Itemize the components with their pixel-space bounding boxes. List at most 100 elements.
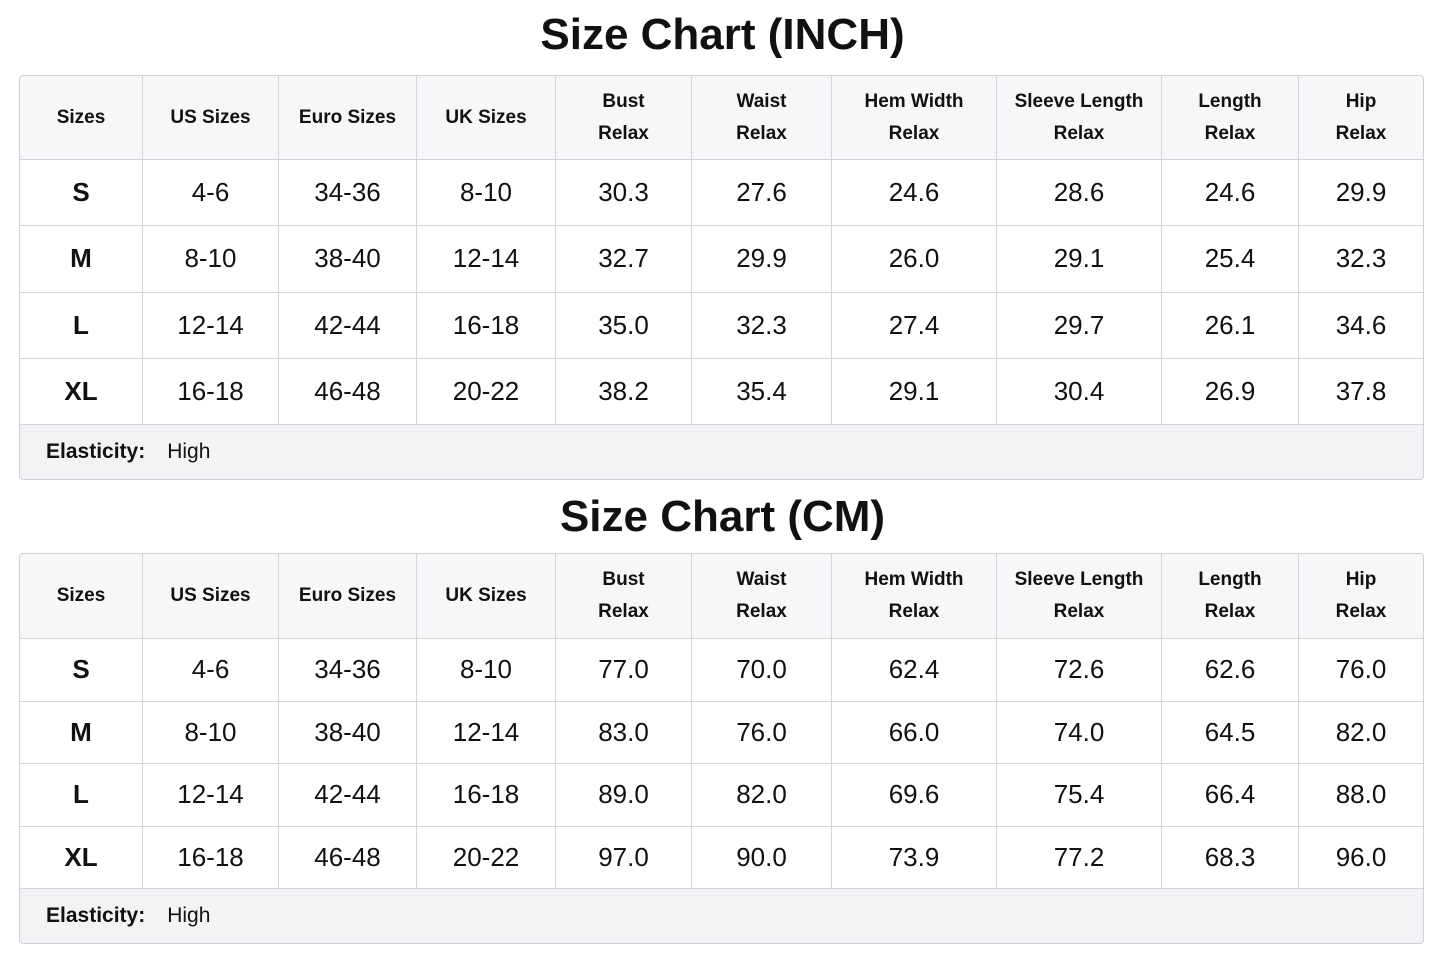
header-text: Length (1198, 90, 1262, 112)
cell: 66.0 (832, 701, 997, 763)
cell: 38.2 (556, 358, 692, 425)
header-text: US Sizes (170, 585, 251, 606)
cell: 82.0 (692, 764, 832, 826)
header-cell: Sleeve Length Relax (997, 76, 1162, 159)
header-text: Relax (888, 601, 940, 622)
elasticity-row: Elasticity: High (20, 889, 1423, 943)
cell: 20-22 (417, 358, 556, 425)
elasticity-value: High (167, 440, 211, 464)
data-row: L 12-14 42-44 16-18 89.0 82.0 69.6 75.4 66.4 88.0 (20, 764, 1423, 827)
header-text: Relax (888, 122, 940, 144)
cell: 26.9 (1162, 358, 1299, 425)
cell: 34-36 (279, 639, 417, 701)
cell: 38-40 (279, 701, 417, 763)
cell: 35.0 (556, 292, 692, 358)
header-text: Relax (736, 601, 787, 622)
header-cell: Euro Sizes (279, 554, 417, 638)
cell: 75.4 (997, 764, 1162, 826)
cell: 64.5 (1162, 701, 1299, 763)
cell: 20-22 (417, 826, 556, 888)
cell: 42-44 (279, 292, 417, 358)
cell: 37.8 (1335, 376, 1387, 407)
header-text: Hip (1345, 90, 1377, 112)
header-text: Hem Width (864, 569, 964, 590)
elasticity-label: Elasticity: (46, 904, 146, 927)
header-text: Sleeve Length (1014, 569, 1144, 590)
cell: L (20, 764, 143, 826)
header-cell: Length Relax (1162, 76, 1299, 159)
cell: 89.0 (556, 764, 692, 826)
header-text: Relax (598, 122, 649, 144)
cell: 27.4 (832, 292, 997, 358)
elasticity-row: Elasticity: High (20, 425, 1423, 480)
cell: 62.6 (1162, 639, 1299, 701)
header-text: Relax (1053, 601, 1105, 622)
cell: 24.6 (1162, 160, 1299, 226)
cell: 76.0 (1335, 654, 1387, 685)
elasticity-label: Elasticity: (46, 440, 146, 464)
cell: 29.9 (692, 226, 832, 292)
cell: 38-40 (279, 226, 417, 292)
cell: 32.7 (556, 226, 692, 292)
header-text: Bust (602, 90, 645, 112)
title: Size Chart (CM) (559, 492, 886, 541)
header-text: Euro Sizes (298, 106, 397, 128)
header-text: Relax (736, 122, 787, 144)
data-row: S 4-6 34-36 8-10 77.0 70.0 62.4 72.6 62.6 76.0 (20, 639, 1423, 702)
cell: 16-18 (143, 826, 279, 888)
header-cell: Sizes (20, 76, 143, 159)
header-cell: Euro Sizes (279, 76, 417, 159)
cell: 26.0 (832, 226, 997, 292)
header-cell: Bust Relax (556, 76, 692, 159)
header-cell: Length Relax (1162, 554, 1299, 638)
cell: M (20, 226, 143, 292)
cell: 32.3 (1335, 243, 1387, 274)
data-row: M 8-10 38-40 12-14 32.7 29.9 26.0 29.1 25.4 32.3 (20, 226, 1423, 293)
cell: 88.0 (1335, 779, 1387, 810)
cell: 96.0 (1335, 841, 1387, 872)
cell: 97.0 (556, 826, 692, 888)
header-text: Relax (1204, 601, 1256, 622)
header-text: Relax (1335, 601, 1387, 622)
cell: 29.1 (832, 358, 997, 425)
header-text: Waist (736, 569, 787, 590)
cell: 4-6 (143, 639, 279, 701)
cell: 72.6 (997, 639, 1162, 701)
cell: 8-10 (143, 701, 279, 763)
cell: 12-14 (417, 701, 556, 763)
cell: 12-14 (143, 764, 279, 826)
cell: 73.9 (832, 826, 997, 888)
cell: 29.9 (1335, 177, 1387, 208)
cell: 24.6 (832, 160, 997, 226)
cell: 46-48 (279, 826, 417, 888)
cell: 32.3 (692, 292, 832, 358)
header-text: Length (1198, 569, 1262, 590)
cell: 30.4 (997, 358, 1162, 425)
header-text: Relax (1053, 122, 1105, 144)
size-table: Sizes US Sizes Euro Sizes UK Sizes Bust Relax… (19, 553, 1424, 944)
header-cell: US Sizes (143, 76, 279, 159)
title: Size Chart (INCH) (540, 10, 905, 59)
header-cell: UK Sizes (417, 76, 556, 159)
header-text: Sleeve Length (1014, 90, 1144, 112)
header-text: US Sizes (170, 106, 251, 128)
cell: 8-10 (143, 226, 279, 292)
cell: 83.0 (556, 701, 692, 763)
cell: 30.3 (556, 160, 692, 226)
cell: 4-6 (143, 160, 279, 226)
data-row: S 4-6 34-36 8-10 30.3 27.6 24.6 28.6 24.6 29.9 (20, 160, 1423, 227)
header-text: Relax (598, 601, 649, 622)
cell: 16-18 (417, 292, 556, 358)
cell: 12-14 (417, 226, 556, 292)
cell: 42-44 (279, 764, 417, 826)
cell: 46-48 (279, 358, 417, 425)
cell: 90.0 (692, 826, 832, 888)
size-table: Sizes US Sizes Euro Sizes UK Sizes Bust Relax… (19, 75, 1424, 481)
cell: 70.0 (692, 639, 832, 701)
header-text: UK Sizes (445, 585, 527, 606)
cell: 62.4 (832, 639, 997, 701)
cell: L (20, 292, 143, 358)
cell: 25.4 (1162, 226, 1299, 292)
cell: 29.1 (997, 226, 1162, 292)
